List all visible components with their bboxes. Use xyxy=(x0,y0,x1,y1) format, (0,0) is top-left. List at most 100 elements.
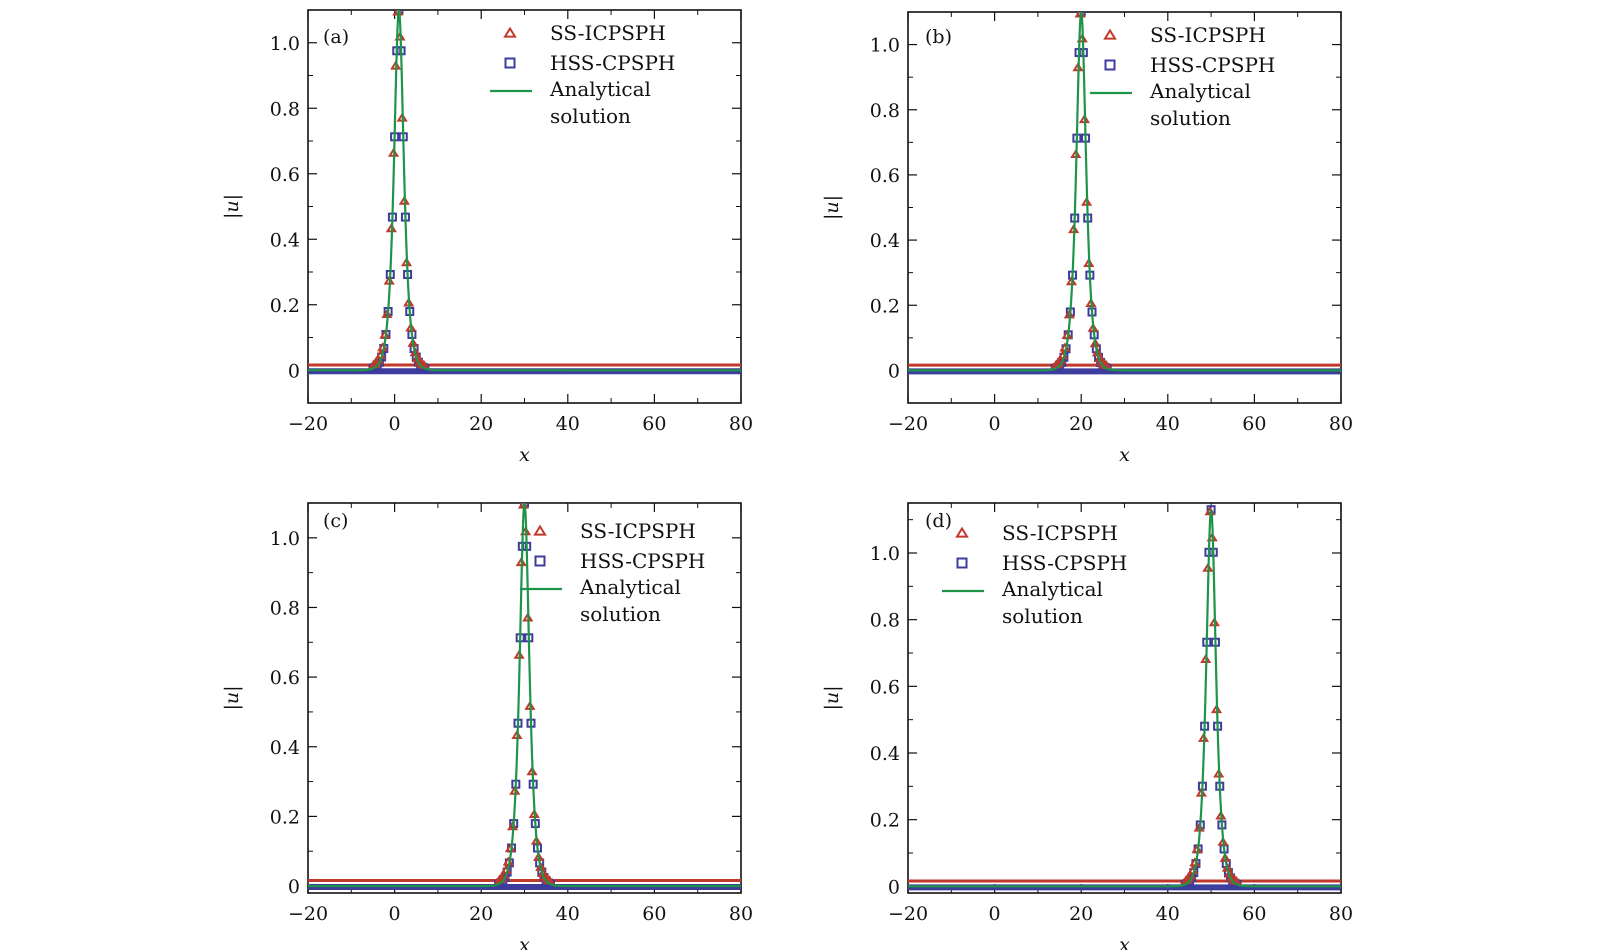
legend-analytical-label: Analytical xyxy=(1149,79,1251,103)
legend-hss-cpsph-label: HSS-CPSPH xyxy=(550,51,675,75)
plot-frame xyxy=(307,9,742,404)
y-tick-label: 0 xyxy=(888,876,900,898)
analytical-solution-line xyxy=(908,509,1341,888)
y-axis-label: |u| xyxy=(221,685,243,710)
legend-solution-label: solution xyxy=(1150,106,1231,130)
x-tick-label: 20 xyxy=(469,903,493,925)
legend-ss-icpsph-marker xyxy=(955,526,969,538)
x-tick-label: 20 xyxy=(1069,413,1093,435)
x-tick-label: 40 xyxy=(1156,903,1180,925)
y-tick-label: 0.2 xyxy=(270,806,300,828)
x-tick-label: −20 xyxy=(888,413,928,435)
y-tick-label: 0.8 xyxy=(870,100,900,122)
y-axis-label: |u| xyxy=(221,194,243,219)
y-axis-label: |u| xyxy=(821,195,843,220)
y-tick-label: 0 xyxy=(288,360,300,382)
plot-area xyxy=(908,505,1341,891)
legend-hss-cpsph-label: HSS-CPSPH xyxy=(1150,53,1275,77)
x-axis-label: x xyxy=(519,444,530,466)
legend-ss-icpsph-marker xyxy=(1103,28,1117,40)
analytical-solution-line xyxy=(908,12,1341,372)
panel-label: (d) xyxy=(925,510,952,532)
legend-hss-cpsph-marker xyxy=(504,57,516,69)
x-tick-label: 0 xyxy=(389,413,401,435)
x-axis-label: x xyxy=(1119,444,1130,466)
x-tick-label: 60 xyxy=(642,903,666,925)
y-tick-label: 0.8 xyxy=(270,98,300,120)
y-tick-label: 1.0 xyxy=(270,528,300,550)
x-tick-label: 20 xyxy=(469,413,493,435)
x-tick-label: −20 xyxy=(288,413,328,435)
y-tick-label: 0.4 xyxy=(270,229,300,251)
chart-panel-b: −20 0 20 40 60 80 0 0.2 0.4 0.6 0.8 1.0 x |u| (b) SS-IC… xyxy=(821,11,1353,466)
x-axis-label: x xyxy=(519,934,530,950)
x-tick-label: 40 xyxy=(556,903,580,925)
x-tick-label: 0 xyxy=(389,903,401,925)
y-axis-label: |u| xyxy=(821,685,843,710)
legend-solution-label: solution xyxy=(1002,604,1083,628)
y-tick-label: 0.4 xyxy=(270,737,300,759)
legend-analytical-label: Analytical xyxy=(1001,577,1103,601)
chart-panel-a: −20 0 20 40 60 80 0 0.2 0.4 0.6 0.8 1.0 x |u| (a) SS-IC… xyxy=(221,9,753,466)
y-tick-label: 0 xyxy=(288,876,300,898)
legend-hss-cpsph-label: HSS-CPSPH xyxy=(580,549,705,573)
y-tick-label: 0.2 xyxy=(270,295,300,317)
x-tick-label: 60 xyxy=(1242,903,1266,925)
x-tick-label: 40 xyxy=(556,413,580,435)
legend-ss-icpsph-label: SS-ICPSPH xyxy=(1150,23,1266,47)
y-tick-label: 1.0 xyxy=(870,35,900,57)
y-tick-label: 0.6 xyxy=(270,164,300,186)
x-tick-label: 80 xyxy=(729,413,753,435)
x-tick-label: 80 xyxy=(1329,413,1353,435)
plot-frame xyxy=(907,11,1342,404)
legend-hss-cpsph-marker xyxy=(534,555,546,567)
plot-area xyxy=(908,12,1341,375)
y-tick-label: 0.4 xyxy=(870,230,900,252)
y-tick-label: 0.6 xyxy=(870,676,900,698)
y-tick-label: 0.2 xyxy=(870,810,900,832)
legend-solution-label: solution xyxy=(580,602,661,626)
x-tick-label: 80 xyxy=(729,903,753,925)
panel-label: (a) xyxy=(323,26,349,48)
x-axis-label: x xyxy=(1119,934,1130,950)
y-tick-label: 0.6 xyxy=(270,667,300,689)
legend-ss-icpsph-label: SS-ICPSPH xyxy=(550,21,666,45)
plot-area xyxy=(308,503,741,891)
panel-label: (c) xyxy=(323,510,348,532)
x-tick-label: 80 xyxy=(1329,903,1353,925)
legend-ss-icpsph-marker xyxy=(533,524,547,536)
y-tick-label: 0.6 xyxy=(870,165,900,187)
analytical-solution-line xyxy=(308,503,741,888)
y-tick-label: 1.0 xyxy=(270,33,300,55)
y-tick-label: 0 xyxy=(888,360,900,382)
legend-analytical-label: Analytical xyxy=(579,575,681,599)
panel-label: (b) xyxy=(925,26,952,48)
x-tick-label: 40 xyxy=(1156,413,1180,435)
y-tick-label: 0.2 xyxy=(870,295,900,317)
x-tick-label: 60 xyxy=(1242,413,1266,435)
y-tick-label: 1.0 xyxy=(870,543,900,565)
y-tick-label: 0.8 xyxy=(870,610,900,632)
x-tick-label: −20 xyxy=(888,903,928,925)
y-tick-label: 0.8 xyxy=(270,597,300,619)
legend-analytical-label: Analytical xyxy=(549,77,651,101)
legend-ss-icpsph-label: SS-ICPSPH xyxy=(1002,521,1118,545)
plot-area xyxy=(308,10,741,375)
legend-hss-cpsph-marker xyxy=(1104,59,1116,71)
legend-hss-cpsph-marker xyxy=(956,557,968,569)
analytical-solution-line xyxy=(308,10,741,372)
x-tick-label: 20 xyxy=(1069,903,1093,925)
legend-solution-label: solution xyxy=(550,104,631,128)
x-tick-label: −20 xyxy=(288,903,328,925)
legend-ss-icpsph-label: SS-ICPSPH xyxy=(580,519,696,543)
legend-hss-cpsph-label: HSS-CPSPH xyxy=(1002,551,1127,575)
x-tick-label: 0 xyxy=(989,413,1001,435)
x-tick-label: 60 xyxy=(642,413,666,435)
y-tick-label: 0.4 xyxy=(870,743,900,765)
